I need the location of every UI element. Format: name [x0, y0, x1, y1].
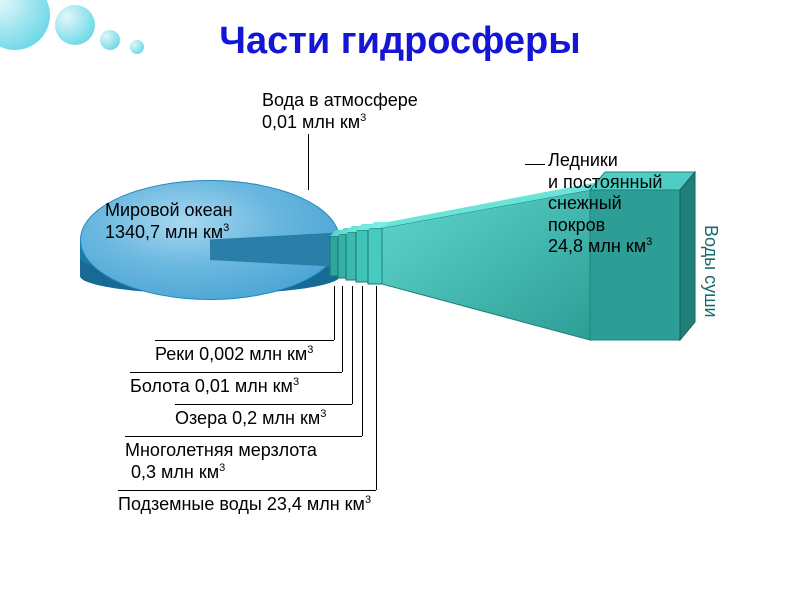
- label-glacier: Ледники и постоянный снежный покров 24,8…: [548, 150, 663, 258]
- glacier-l4: покров: [548, 215, 605, 235]
- swamps-val: 0,01 млн км: [195, 376, 293, 396]
- decor-bubbles: [0, 0, 200, 80]
- ground-sup: 3: [365, 494, 371, 506]
- lead-lakes-h: [175, 404, 352, 405]
- atmosphere-sup: 3: [360, 112, 366, 124]
- rivers-val: 0,002 млн км: [199, 344, 307, 364]
- lead-swamps-v: [342, 286, 343, 372]
- label-permafrost-val: 0,3 млн км3: [131, 462, 225, 484]
- lakes-name: Озера: [175, 408, 227, 428]
- lead-ground-h: [118, 490, 376, 491]
- thin-slabs: [330, 222, 388, 284]
- ground-val: 23,4 млн км: [267, 494, 365, 514]
- lead-rivers-h: [155, 340, 334, 341]
- bubble: [0, 0, 50, 50]
- bubble: [55, 5, 95, 45]
- lead-perma-h: [125, 436, 362, 437]
- label-ocean: Мировой океан 1340,7 млн км3: [105, 200, 233, 243]
- bubble: [100, 30, 120, 50]
- glacier-l3: снежный: [548, 193, 622, 213]
- lead-lakes-v: [352, 286, 353, 404]
- rivers-sup: 3: [307, 344, 313, 356]
- rivers-name: Реки: [155, 344, 194, 364]
- perma-sup: 3: [219, 462, 225, 474]
- title-text: Части гидросферы: [219, 20, 580, 62]
- atmosphere-line1: Вода в атмосфере: [262, 90, 418, 110]
- perma-val2: 0,3 млн км: [131, 462, 219, 482]
- ocean-sup: 3: [223, 222, 229, 234]
- ground-name: Подземные воды: [118, 494, 262, 514]
- label-atmosphere: Вода в атмосфере 0,01 млн км3: [262, 90, 418, 133]
- label-lakes: Озера 0,2 млн км3: [175, 408, 326, 430]
- bubble: [130, 40, 144, 54]
- ocean-line1: Мировой океан: [105, 200, 233, 220]
- label-groundwater: Подземные воды 23,4 млн км3: [118, 494, 371, 516]
- glacier-l1: Ледники: [548, 150, 618, 170]
- lead-ground-v: [376, 286, 377, 490]
- glacier-sup: 3: [646, 236, 652, 248]
- perma-name: Многолетняя мерзлота: [125, 440, 317, 460]
- lead-rivers-v: [334, 286, 335, 340]
- lakes-val: 0,2 млн км: [232, 408, 320, 428]
- page-title: Части гидросферы: [219, 20, 580, 63]
- swamps-sup: 3: [293, 376, 299, 388]
- lakes-sup: 3: [320, 408, 326, 420]
- lead-swamps-h: [130, 372, 342, 373]
- lead-perma-v: [362, 286, 363, 436]
- atmosphere-line2: 0,01 млн км: [262, 112, 360, 132]
- land-water-vertical-label: Воды суши: [700, 225, 721, 318]
- ocean-line2: 1340,7 млн км: [105, 222, 223, 242]
- glacier-l5: 24,8 млн км: [548, 236, 646, 256]
- lead-glacier: [525, 164, 545, 165]
- infographic: Вода в атмосфере 0,01 млн км3 Мировой ок…: [0, 90, 800, 590]
- glacier-l2: и постоянный: [548, 172, 663, 192]
- label-rivers: Реки 0,002 млн км3: [155, 344, 313, 366]
- label-swamps: Болота 0,01 млн км3: [130, 376, 299, 398]
- swamps-name: Болота: [130, 376, 190, 396]
